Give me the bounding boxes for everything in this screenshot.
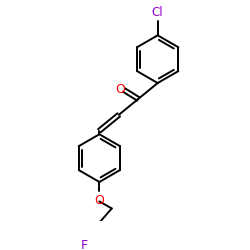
Text: O: O xyxy=(115,83,125,96)
Text: O: O xyxy=(94,194,104,207)
Text: F: F xyxy=(81,240,88,250)
Text: Cl: Cl xyxy=(152,6,164,20)
